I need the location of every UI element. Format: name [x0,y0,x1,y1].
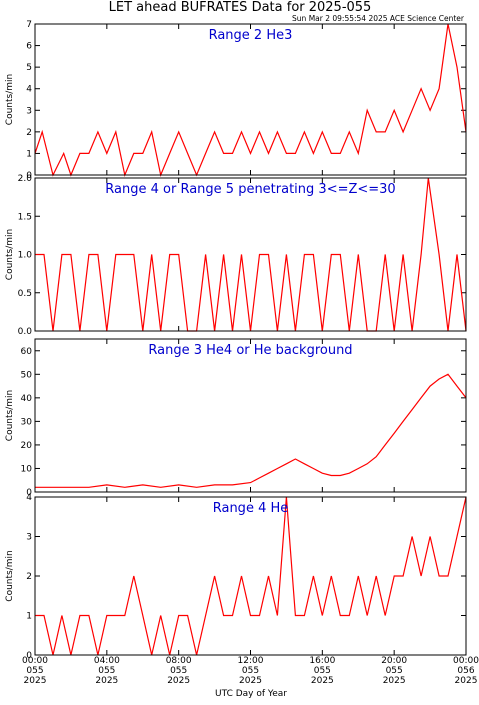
y-tick-label: 1 [26,149,32,159]
x-axis-label: UTC Day of Year [215,689,287,699]
y-tick-label: 20 [21,441,33,451]
x-tick-label: 04:00 [94,656,120,666]
x-tick-label: 2025 [311,676,334,686]
x-axis: 00:00055202504:00055202508:00055202512:0… [22,656,479,686]
y-tick-label: 6 [26,42,32,52]
panel-1: 0 1 2 3 4 5 6 7 Range 2 He3 Counts/min [5,20,467,181]
plot-frame [34,23,467,176]
y-tick-label: 5 [26,63,32,73]
plot-frame [34,496,467,656]
y-axis-label: Counts/min [5,229,15,280]
y-tick-label: 3 [26,106,32,116]
panel-4: 0 1 2 3 4 Range 4 He Counts/min [5,493,467,661]
x-tick-label: 055 [314,666,331,676]
y-tick-label: 7 [26,20,32,30]
y-tick-label: 50 [21,370,33,380]
y-tick-label: 2 [26,572,32,582]
y-tick-label: 2.0 [18,174,33,184]
y-tick-label: 0.0 [18,327,33,337]
x-tick-label: 16:00 [309,656,335,666]
y-tick-label: 1 [26,612,32,622]
panel-title: Range 4 or Range 5 penetrating 3<=Z<=30 [105,182,395,197]
y-tick-label: 4 [26,493,32,503]
series-line-panel-3 [35,373,467,488]
y-tick-label: 2 [26,128,32,138]
panels: 0 1 2 3 4 5 6 7 Range 2 He3 Counts/min 0.0 0.5 1.0 1.… [5,20,467,661]
y-tick-label: 3 [26,533,32,543]
x-tick-label: 00:00 [22,656,48,666]
x-tick-label: 2025 [455,676,478,686]
y-tick-label: 40 [21,394,33,404]
x-tick-label: 2025 [383,676,406,686]
series-line-panel-2 [35,177,467,332]
x-tick-label: 00:00 [453,656,479,666]
y-tick-label: 60 [21,347,33,357]
y-tick-label: 0.5 [18,289,32,299]
x-tick-label: 055 [242,666,259,676]
y-tick-label: 1.5 [18,212,32,222]
x-tick-label: 2025 [239,676,262,686]
x-tick-label: 2025 [167,676,190,686]
panel-title: Range 2 He3 [209,28,293,43]
y-tick-label: 10 [21,464,33,474]
chart-title: LET ahead BUFRATES Data for 2025-055 [109,0,372,15]
x-tick-label: 12:00 [238,656,264,666]
x-tick-label: 20:00 [381,656,407,666]
y-tick-label: 4 [26,85,32,95]
x-tick-label: 055 [170,666,187,676]
x-tick-label: 056 [457,666,474,676]
series-line-panel-1 [34,23,467,178]
plot-frame [34,338,467,493]
x-tick-label: 055 [386,666,403,676]
panel-title: Range 4 He [213,501,289,516]
x-tick-label: 2025 [95,676,118,686]
x-tick-label: 055 [98,666,115,676]
panel-2: 0.0 0.5 1.0 1.5 2.0 Range 4 or Range 5 penetr… [5,174,467,337]
y-tick-label: 30 [21,417,33,427]
panel-title: Range 3 He4 or He background [148,343,352,358]
timestamp: Sun Mar 2 09:55:54 2025 ACE Science Cent… [292,14,465,23]
series-line-panel-4 [35,496,467,656]
y-tick-label: 1.0 [18,251,33,261]
y-tick-label: 0 [26,488,32,498]
y-tick-label: 0 [26,171,32,181]
x-tick-label: 2025 [24,676,47,686]
y-axis-label: Counts/min [5,390,15,441]
x-tick-label: 08:00 [166,656,192,666]
y-axis-label: Counts/min [5,550,15,601]
plot-frame [34,177,467,332]
panel-3: 0 10 20 30 40 50 60 Range 3 He4 or He backgroun… [5,338,467,498]
y-tick-label: 0 [26,651,32,661]
y-axis-label: Counts/min [5,74,15,125]
x-tick-label: 055 [26,666,43,676]
